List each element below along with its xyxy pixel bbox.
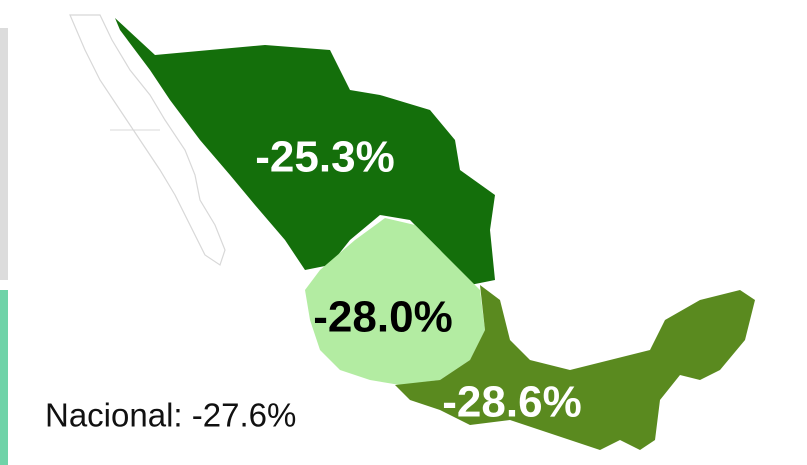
baja-california <box>69 14 226 266</box>
national-label: Nacional: -27.6% <box>45 397 296 434</box>
region-center <box>305 218 485 385</box>
region-label: -28.0% <box>313 293 452 342</box>
side-bar <box>0 28 8 280</box>
side-bar <box>0 290 8 465</box>
region-label: -28.6% <box>442 378 581 427</box>
region-label: -25.3% <box>255 133 394 182</box>
region-north <box>115 18 495 285</box>
region-south <box>395 285 755 450</box>
